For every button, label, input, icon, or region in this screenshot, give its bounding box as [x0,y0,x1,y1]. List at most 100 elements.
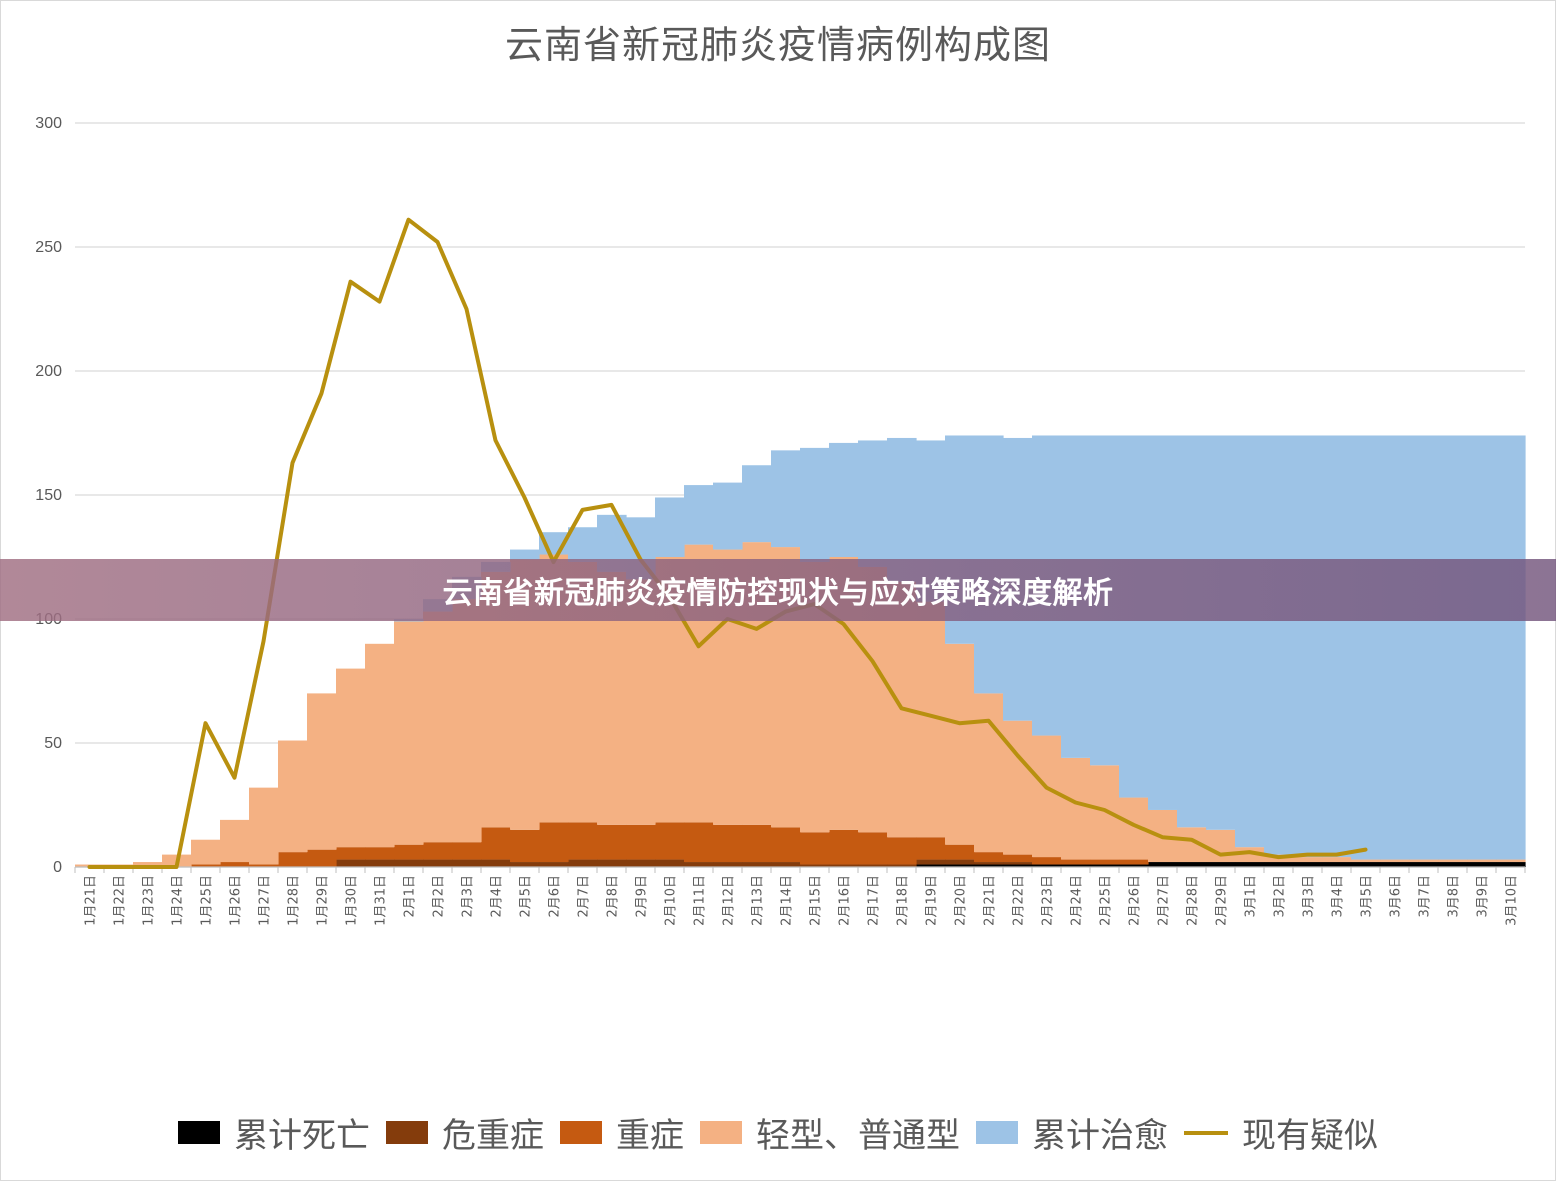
y-tick-label: 0 [53,859,62,876]
x-tick-label: 3月8日 [1447,875,1462,918]
area-segment [1061,859,1091,865]
x-tick-label: 1月29日 [316,875,331,926]
area-segment [1496,859,1526,863]
chart-title: 云南省新冠肺炎疫情病例构成图 [504,23,1051,67]
x-tick-label: 2月1日 [403,875,418,918]
x-tick-label: 2月24日 [1070,875,1085,926]
area-segment [249,864,279,867]
x-tick-label: 2月22日 [1012,875,1027,926]
area-segment [1293,435,1323,858]
area-segment [1380,435,1410,860]
series-累计治愈 [394,435,1526,860]
x-tick-label: 2月11日 [693,875,708,926]
area-segment [1119,859,1149,865]
area-segment [365,643,395,848]
x-tick-label: 3月9日 [1476,875,1491,918]
area-segment [336,859,366,867]
area-segment [452,599,482,843]
area-segment [191,839,221,865]
x-tick-label: 2月7日 [577,875,592,918]
area-segment [800,832,830,865]
area-segment [1264,862,1294,867]
area-segment [655,497,685,557]
area-segment [713,482,743,550]
y-tick-label: 250 [35,239,62,256]
x-tick-label: 2月13日 [751,875,766,926]
area-segment [278,740,308,853]
x-tick-label: 3月3日 [1302,875,1317,918]
legend-label: 现有疑似 [1242,1116,1378,1156]
x-tick-label: 1月27日 [258,875,273,926]
area-segment [1467,862,1497,867]
area-segment [887,437,917,582]
area-segment [510,549,540,560]
area-segment [945,844,975,860]
area-segment [365,847,395,860]
legend-swatch [976,1121,1018,1144]
area-segment [452,842,482,860]
area-segment [1409,859,1439,863]
area-segment [1061,864,1091,867]
area-segment [974,693,1004,853]
area-segment [626,824,656,860]
area-segment [742,862,772,867]
area-segment [1090,859,1120,865]
area-segment [887,837,917,865]
area-segment [800,447,830,562]
area-segment [1293,862,1323,867]
area-segment [1409,862,1439,867]
area-segment [771,827,801,863]
area-segment [1177,862,1207,867]
x-tick-label: 2月21日 [983,875,998,926]
x-tick-label: 2月15日 [809,875,824,926]
x-tick-label: 2月5日 [519,875,534,918]
area-segment [423,842,453,860]
x-tick-label: 2月16日 [838,875,853,926]
x-tick-label: 1月26日 [229,875,244,926]
area-segment [1380,862,1410,867]
area-segment [510,829,540,863]
area-segment [336,668,366,848]
x-tick-label: 2月4日 [490,875,505,918]
area-segment [945,864,975,867]
area-segment [394,844,424,860]
x-tick-label: 2月25日 [1099,875,1114,926]
x-tick-label: 2月10日 [664,875,679,926]
x-tick-label: 2月29日 [1215,875,1230,926]
area-segment [684,862,714,867]
area-segment [1438,862,1468,867]
legend-label: 累计死亡 [234,1116,370,1156]
area-segment [858,832,888,865]
series-累计死亡 [916,862,1526,867]
x-tick-label: 1月30日 [345,875,360,926]
x-tick-label: 3月5日 [1360,875,1375,918]
x-tick-label: 2月2日 [432,875,447,918]
area-segment [1322,857,1352,863]
y-tick-label: 150 [35,487,62,504]
area-segment [1090,864,1120,867]
legend-item: 危重症 [386,1108,544,1157]
area-segment [800,864,830,867]
area-segment [423,611,453,843]
y-tick-label: 200 [35,363,62,380]
area-segment [771,862,801,867]
area-segment [626,859,656,867]
area-segment [1467,859,1497,863]
area-segment [336,847,366,860]
area-segment [278,852,308,867]
area-segment [1293,857,1323,863]
legend-label: 重症 [616,1116,684,1156]
area-segment [974,862,1004,865]
area-segment [684,822,714,863]
legend-item: 重症 [560,1108,684,1157]
area-segment [1235,435,1265,848]
area-segment [1467,435,1497,860]
area-segment [1177,435,1207,828]
area-segment [1380,859,1410,863]
area-segment [1032,857,1062,865]
area-segment [481,859,511,867]
area-segment [539,822,569,863]
x-tick-label: 3月10日 [1505,875,1520,926]
area-segment [568,859,598,867]
x-tick-label: 1月24日 [171,875,186,926]
